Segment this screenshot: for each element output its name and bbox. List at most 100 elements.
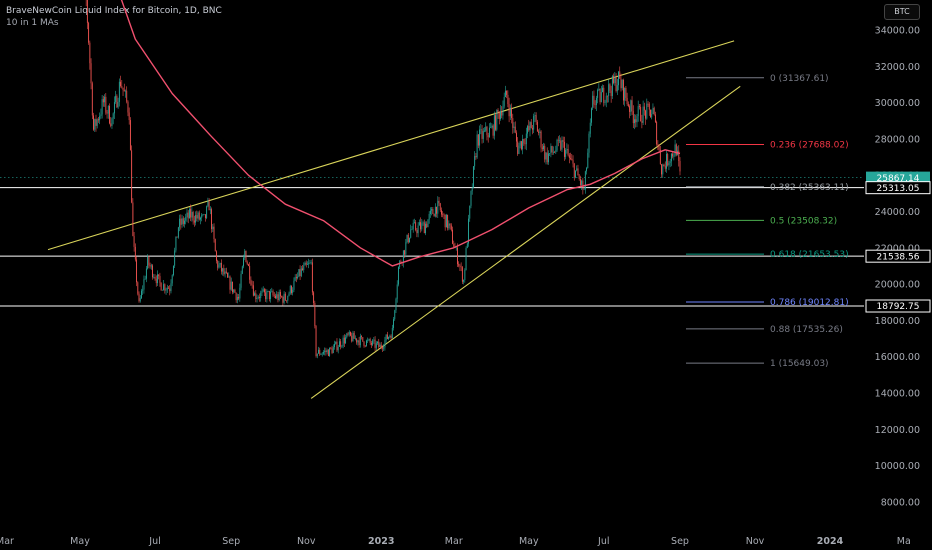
candle-body [460,266,462,268]
candle-body [547,153,549,163]
candle-body [155,278,157,284]
candle-body [145,268,147,279]
candle-body [502,106,504,116]
candle-body [143,279,145,290]
moving-average-line[interactable] [85,0,681,267]
candle-body [669,161,671,164]
candle-body [400,261,402,263]
candle-body [559,140,560,142]
candle-body [620,78,622,89]
candle-body [286,300,288,302]
trend-line[interactable] [47,40,735,251]
candle-body [656,122,658,145]
candle-body [225,271,227,274]
candle-body [668,163,670,166]
candle-body [373,339,375,341]
candle-body [433,213,435,217]
price-tag-label: 25313.05 [877,184,920,194]
candle-body [592,95,594,109]
candle-body [449,223,451,226]
candle-body [641,121,643,123]
candle-body [357,340,359,343]
candle-body [599,89,601,103]
candle-body [561,140,563,150]
candle-body [142,289,144,291]
candle-body [457,247,458,265]
candle-body [88,22,90,43]
candle-body [340,341,342,347]
candle-body [389,335,391,337]
candle-body [321,353,323,355]
candle-body [611,76,613,97]
candle-body [679,161,681,172]
candle-body [369,339,371,343]
candle-body [170,283,172,292]
candle-body [310,262,312,263]
x-tick-label: Nov [297,536,316,547]
candle-body [150,265,152,267]
candle-body [322,352,324,354]
candle-body [657,144,659,146]
candle-body [166,287,168,290]
candle-body [338,341,340,347]
candle-body [535,115,537,122]
candle-body [174,250,176,266]
candle-body [406,234,408,243]
candle-body [630,100,632,112]
candle-body [416,230,418,234]
candle-body [275,295,276,298]
candle-body [227,273,228,278]
candle-body [589,122,591,134]
candle-body [427,219,429,228]
candle-body [586,168,588,172]
candle-body [240,273,242,288]
indicator-label[interactable]: 10 in 1 MAs [6,18,59,28]
candle-body [239,287,241,299]
fib-level-label: 1 (15649.03) [770,359,829,369]
candle-body [492,125,494,136]
candle-body [650,109,651,118]
candle-body [94,118,96,130]
candle-body [576,168,578,171]
candle-body [309,262,311,264]
candle-body [624,87,626,101]
candle-body [112,113,114,119]
y-tick-label: 18000.00 [875,316,920,327]
candle-body [607,95,608,97]
y-tick-label: 20000.00 [875,280,920,291]
y-tick-label: 30000.00 [875,98,920,109]
candle-body [603,87,605,103]
candle-body [465,247,467,270]
candle-body [540,131,542,148]
candle-body [158,274,160,277]
candle-body [263,289,265,293]
candle-body [432,208,434,214]
candle-body [265,292,267,300]
candle-body [165,289,167,291]
candle-body [216,251,217,261]
candle-body [256,298,258,300]
trend-line[interactable] [310,85,741,399]
candle-body [219,262,221,265]
candle-body [354,338,356,340]
chart-title: BraveNewCoin Liquid Index for Bitcoin, 1… [6,6,222,16]
candle-body [341,345,343,347]
symbol-badge[interactable]: BTC [884,4,920,20]
candle-body [555,150,557,153]
candle-body [212,226,214,230]
candle-body [188,209,190,219]
candle-body [261,291,263,293]
candle-body [613,76,615,83]
candle-body [311,262,313,293]
candle-body [228,276,230,278]
candle-body [461,267,463,282]
candle-body [422,222,424,224]
candle-body [380,344,382,348]
candle-body [631,100,633,112]
candle-body [604,102,606,104]
candle-body [443,214,445,216]
candle-body [610,90,612,97]
candle-body [513,126,515,128]
candle-body [653,107,655,115]
